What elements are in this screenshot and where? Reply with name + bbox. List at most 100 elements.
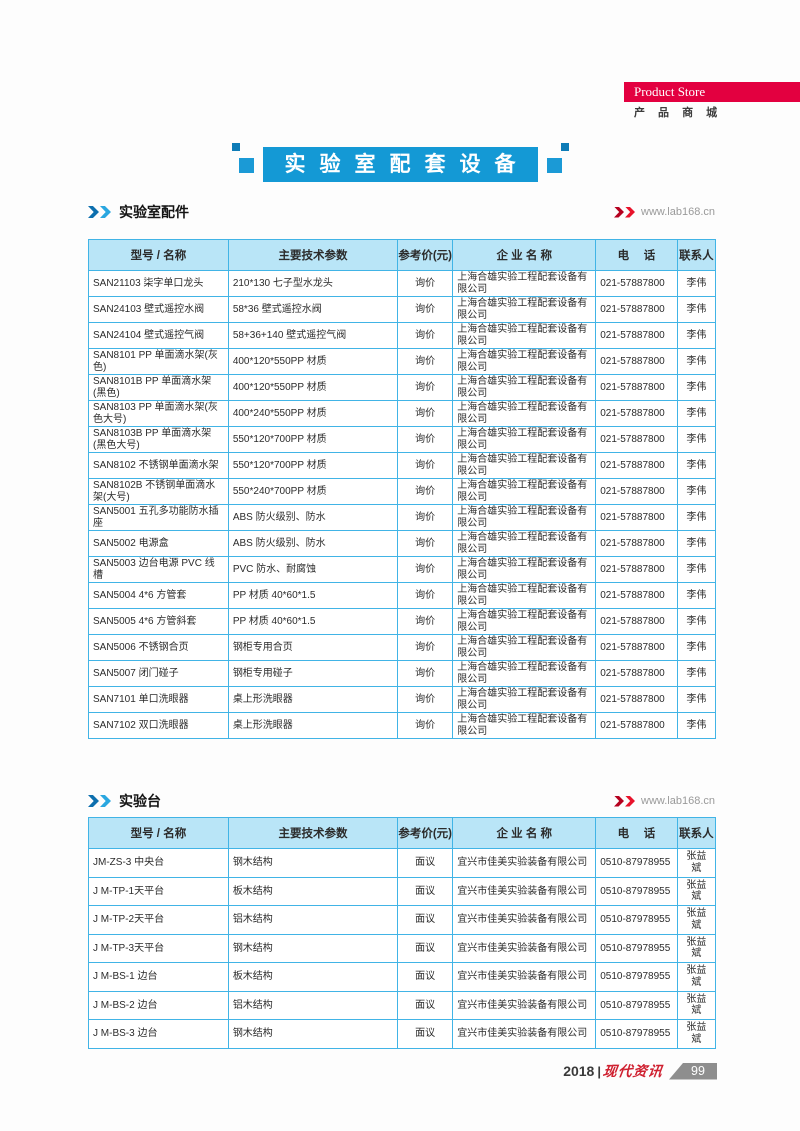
table-row: J M-TP-1天平台 板木结构 面议 宜兴市佳美实验装备有限公司 0510-87978… <box>88 876 717 906</box>
deco-square-large <box>546 158 562 173</box>
cell-contact: 张益斌 <box>676 905 717 935</box>
cell-company: 上海合雄实验工程配套设备有限公司 <box>452 660 597 687</box>
table-row: SAN5001 五孔多功能防水插座 ABS 防火级别、防水 询价 上海合雄实验工程配套… <box>88 504 717 531</box>
table-row: SAN5006 不锈钢合页 钢柜专用合页 询价 上海合雄实验工程配套设备有限公司 021… <box>88 634 717 661</box>
cell-company: 上海合雄实验工程配套设备有限公司 <box>452 478 597 505</box>
col-header-phone: 电 话 <box>595 817 678 849</box>
col-header-price: 参考价(元) <box>397 239 454 271</box>
cell-params: PVC 防水、耐腐蚀 <box>227 556 399 583</box>
cell-contact: 张益斌 <box>676 933 717 963</box>
table-row: SAN5003 边台电源 PVC 线槽 PVC 防水、耐腐蚀 询价 上海合雄实验工程配… <box>88 556 717 583</box>
cell-contact: 张益斌 <box>676 848 717 878</box>
banner-deco-left <box>231 141 256 181</box>
chevron-right-icon <box>88 206 99 218</box>
cell-params: 钢木结构 <box>227 848 399 878</box>
col-header-contact: 联系人 <box>676 239 717 271</box>
cell-phone: 021-57887800 <box>595 322 678 349</box>
cell-model: SAN24103 壁式遥控水阀 <box>88 296 229 323</box>
col-header-params: 主要技术参数 <box>227 817 399 849</box>
table-row: SAN21103 柒字单口龙头 210*130 七子型水龙头 询价 上海合雄实验工程配… <box>88 270 717 297</box>
cell-phone: 021-57887800 <box>595 374 678 401</box>
cell-phone: 021-57887800 <box>595 530 678 557</box>
cell-phone: 021-57887800 <box>595 348 678 375</box>
table-row: SAN24104 壁式遥控气阀 58+36+140 壁式遥控气阀 询价 上海合雄实验工… <box>88 322 717 349</box>
cell-price: 询价 <box>397 296 454 323</box>
deco-square-large <box>238 158 254 173</box>
cell-model: SAN5001 五孔多功能防水插座 <box>88 504 229 531</box>
cell-model: J M-BS-1 边台 <box>88 962 229 992</box>
chevron-right-icon <box>88 795 99 807</box>
cell-phone: 0510-87978955 <box>595 905 678 935</box>
cell-price: 询价 <box>397 426 454 453</box>
cell-contact: 李伟 <box>676 530 717 557</box>
cell-price: 面议 <box>397 1019 454 1049</box>
cell-model: SAN8102 不锈钢单面滴水架 <box>88 452 229 479</box>
section-header-benches: 实验台 www.lab168.cn <box>88 790 715 812</box>
cell-params: 550*120*700PP 材质 <box>227 426 399 453</box>
cell-model: J M-TP-1天平台 <box>88 876 229 906</box>
cell-model: SAN7101 单口洗眼器 <box>88 686 229 713</box>
cell-price: 面议 <box>397 848 454 878</box>
cell-contact: 李伟 <box>676 556 717 583</box>
cell-params: PP 材质 40*60*1.5 <box>227 582 399 609</box>
cell-price: 面议 <box>397 962 454 992</box>
table-row: SAN5005 4*6 方管斜套 PP 材质 40*60*1.5 询价 上海合雄实验工… <box>88 608 717 635</box>
cell-phone: 021-57887800 <box>595 478 678 505</box>
table-row: J M-BS-2 边台 铝木结构 面议 宜兴市佳美实验装备有限公司 0510-87978… <box>88 990 717 1020</box>
cell-phone: 021-57887800 <box>595 582 678 609</box>
table-row: SAN5002 电源盒 ABS 防火级别、防水 询价 上海合雄实验工程配套设备有限公司… <box>88 530 717 557</box>
cell-price: 面议 <box>397 933 454 963</box>
cell-price: 询价 <box>397 608 454 635</box>
cell-phone: 021-57887800 <box>595 556 678 583</box>
cell-price: 询价 <box>397 478 454 505</box>
cell-price: 询价 <box>397 452 454 479</box>
cell-company: 上海合雄实验工程配套设备有限公司 <box>452 504 597 531</box>
product-store-banner-cn: 产 品 商 城 <box>634 107 723 119</box>
product-store-banner: Product Store <box>624 82 800 102</box>
deco-square-small <box>560 143 569 151</box>
cell-phone: 021-57887800 <box>595 608 678 635</box>
cell-model: SAN5005 4*6 方管斜套 <box>88 608 229 635</box>
cell-price: 询价 <box>397 504 454 531</box>
cell-price: 询价 <box>397 712 454 739</box>
cell-model: SAN24104 壁式遥控气阀 <box>88 322 229 349</box>
cell-contact: 李伟 <box>676 660 717 687</box>
cell-phone: 021-57887800 <box>595 452 678 479</box>
cell-phone: 021-57887800 <box>595 400 678 427</box>
cell-company: 上海合雄实验工程配套设备有限公司 <box>452 426 597 453</box>
footer-brand-logo: 现代资讯 <box>601 1065 664 1080</box>
cell-contact: 李伟 <box>676 296 717 323</box>
cell-company: 上海合雄实验工程配套设备有限公司 <box>452 322 597 349</box>
cell-params: 板木结构 <box>227 962 399 992</box>
cell-contact: 李伟 <box>676 452 717 479</box>
cell-contact: 张益斌 <box>676 990 717 1020</box>
cell-params: 桌上形洗眼器 <box>227 686 399 713</box>
cell-company: 上海合雄实验工程配套设备有限公司 <box>452 712 597 739</box>
cell-params: 铝木结构 <box>227 905 399 935</box>
website-link[interactable]: www.lab168.cn <box>641 206 715 218</box>
cell-price: 面议 <box>397 905 454 935</box>
cell-company: 上海合雄实验工程配套设备有限公司 <box>452 296 597 323</box>
cell-company: 宜兴市佳美实验装备有限公司 <box>452 990 597 1020</box>
cell-contact: 李伟 <box>676 634 717 661</box>
cell-price: 询价 <box>397 530 454 557</box>
cell-params: 550*240*700PP 材质 <box>227 478 399 505</box>
cell-phone: 021-57887800 <box>595 270 678 297</box>
website-link[interactable]: www.lab168.cn <box>641 795 715 807</box>
cell-phone: 021-57887800 <box>595 634 678 661</box>
cell-params: 钢柜专用碰子 <box>227 660 399 687</box>
col-header-params: 主要技术参数 <box>227 239 399 271</box>
cell-price: 询价 <box>397 400 454 427</box>
cell-company: 宜兴市佳美实验装备有限公司 <box>452 848 597 878</box>
accessories-table: 型号 / 名称 主要技术参数 参考价(元) 企 业 名 称 电 话 联系人 SA… <box>88 239 717 739</box>
cell-contact: 李伟 <box>676 608 717 635</box>
cell-price: 询价 <box>397 322 454 349</box>
cell-company: 上海合雄实验工程配套设备有限公司 <box>452 686 597 713</box>
cell-company: 上海合雄实验工程配套设备有限公司 <box>452 608 597 635</box>
cell-params: 钢柜专用合页 <box>227 634 399 661</box>
cell-price: 面议 <box>397 990 454 1020</box>
cell-params: ABS 防火级别、防水 <box>227 530 399 557</box>
deco-square-small <box>231 143 240 151</box>
cell-phone: 021-57887800 <box>595 660 678 687</box>
cell-params: 58*36 壁式遥控水阀 <box>227 296 399 323</box>
